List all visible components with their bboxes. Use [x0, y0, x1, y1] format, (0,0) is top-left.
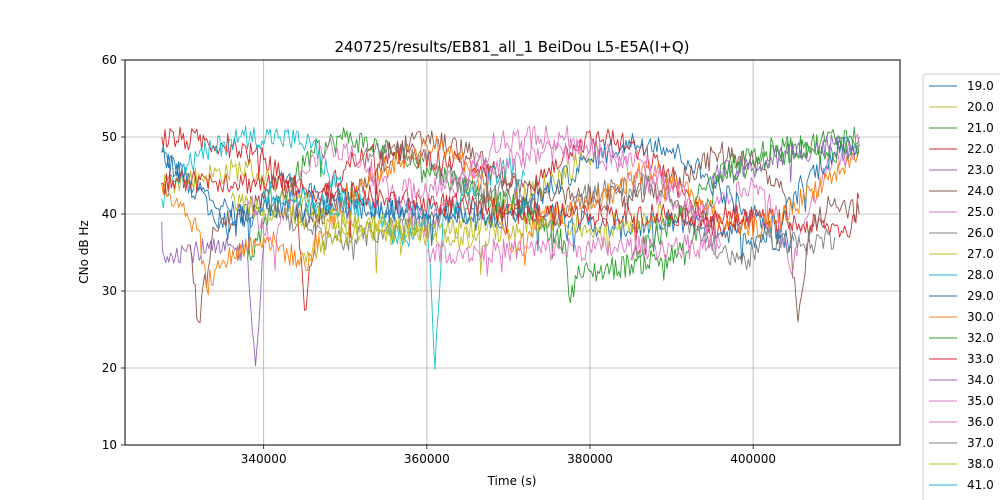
legend-label: 41.0	[967, 478, 994, 492]
series-line-27.0	[304, 203, 673, 276]
x-axis: 340000 360000 380000 400000	[241, 445, 776, 466]
legend-label: 26.0	[967, 226, 994, 240]
series-line-38.0	[230, 192, 428, 241]
legend-box	[922, 73, 1000, 500]
legend-label: 30.0	[967, 310, 994, 324]
series-line-21.0	[246, 126, 860, 304]
legend-label: 22.0	[967, 142, 994, 156]
series-line-32.0	[630, 135, 860, 261]
y-axis-label: CNo dB Hz	[77, 220, 91, 284]
x-tick-label: 400000	[730, 452, 776, 466]
legend-label: 29.0	[967, 289, 994, 303]
legend-label: 38.0	[967, 457, 994, 471]
legend-label: 25.0	[967, 205, 994, 219]
y-tick-label: 10	[102, 438, 117, 452]
x-tick-label: 340000	[241, 452, 287, 466]
y-tick-label: 40	[102, 207, 117, 221]
chart-title: 240725/results/EB81_all_1 BeiDou L5-E5A(…	[334, 38, 689, 57]
plot-frame	[124, 59, 901, 446]
legend: 19.0 20.0 21.0 22.0 23.0 24.0 25.0 26.0 27.0 28.0…	[922, 73, 1000, 500]
series-line-20.0	[161, 144, 599, 274]
series-line-26.0	[263, 172, 836, 271]
legend-label: 37.0	[967, 436, 994, 450]
legend-label: 21.0	[967, 121, 994, 135]
series-line-29.0	[161, 133, 860, 252]
series-line-25.0	[246, 125, 860, 275]
legend-label: 32.0	[967, 331, 994, 345]
legend-label: 19.0	[967, 79, 994, 93]
legend-label: 23.0	[967, 163, 994, 177]
series-line-37.0	[361, 140, 493, 215]
series-line-34.0	[711, 134, 860, 188]
series-line-24.0	[189, 130, 860, 324]
y-tick-label: 20	[102, 361, 117, 375]
legend-label: 28.0	[967, 268, 994, 282]
legend-label: 24.0	[967, 184, 994, 198]
series-line-41.0	[263, 181, 363, 217]
legend-label: 33.0	[967, 352, 994, 366]
plot-lines	[161, 125, 860, 370]
y-tick-label: 50	[102, 130, 117, 144]
x-tick-label: 380000	[567, 452, 613, 466]
series-line-28.0	[161, 125, 526, 370]
series-line-35.0	[401, 138, 721, 250]
y-tick-label: 30	[102, 284, 117, 298]
legend-label: 35.0	[967, 394, 994, 408]
x-axis-label: Time (s)	[487, 474, 537, 488]
legend-label: 20.0	[967, 100, 994, 114]
y-axis: 10 20 30 40 50 60	[102, 53, 125, 452]
series-line-36.0	[426, 234, 721, 277]
series-line-33.0	[161, 170, 754, 250]
legend-label: 36.0	[967, 415, 994, 429]
legend-label: 34.0	[967, 373, 994, 387]
x-tick-label: 360000	[404, 452, 450, 466]
legend-label: 27.0	[967, 247, 994, 261]
y-tick-label: 60	[102, 53, 117, 67]
